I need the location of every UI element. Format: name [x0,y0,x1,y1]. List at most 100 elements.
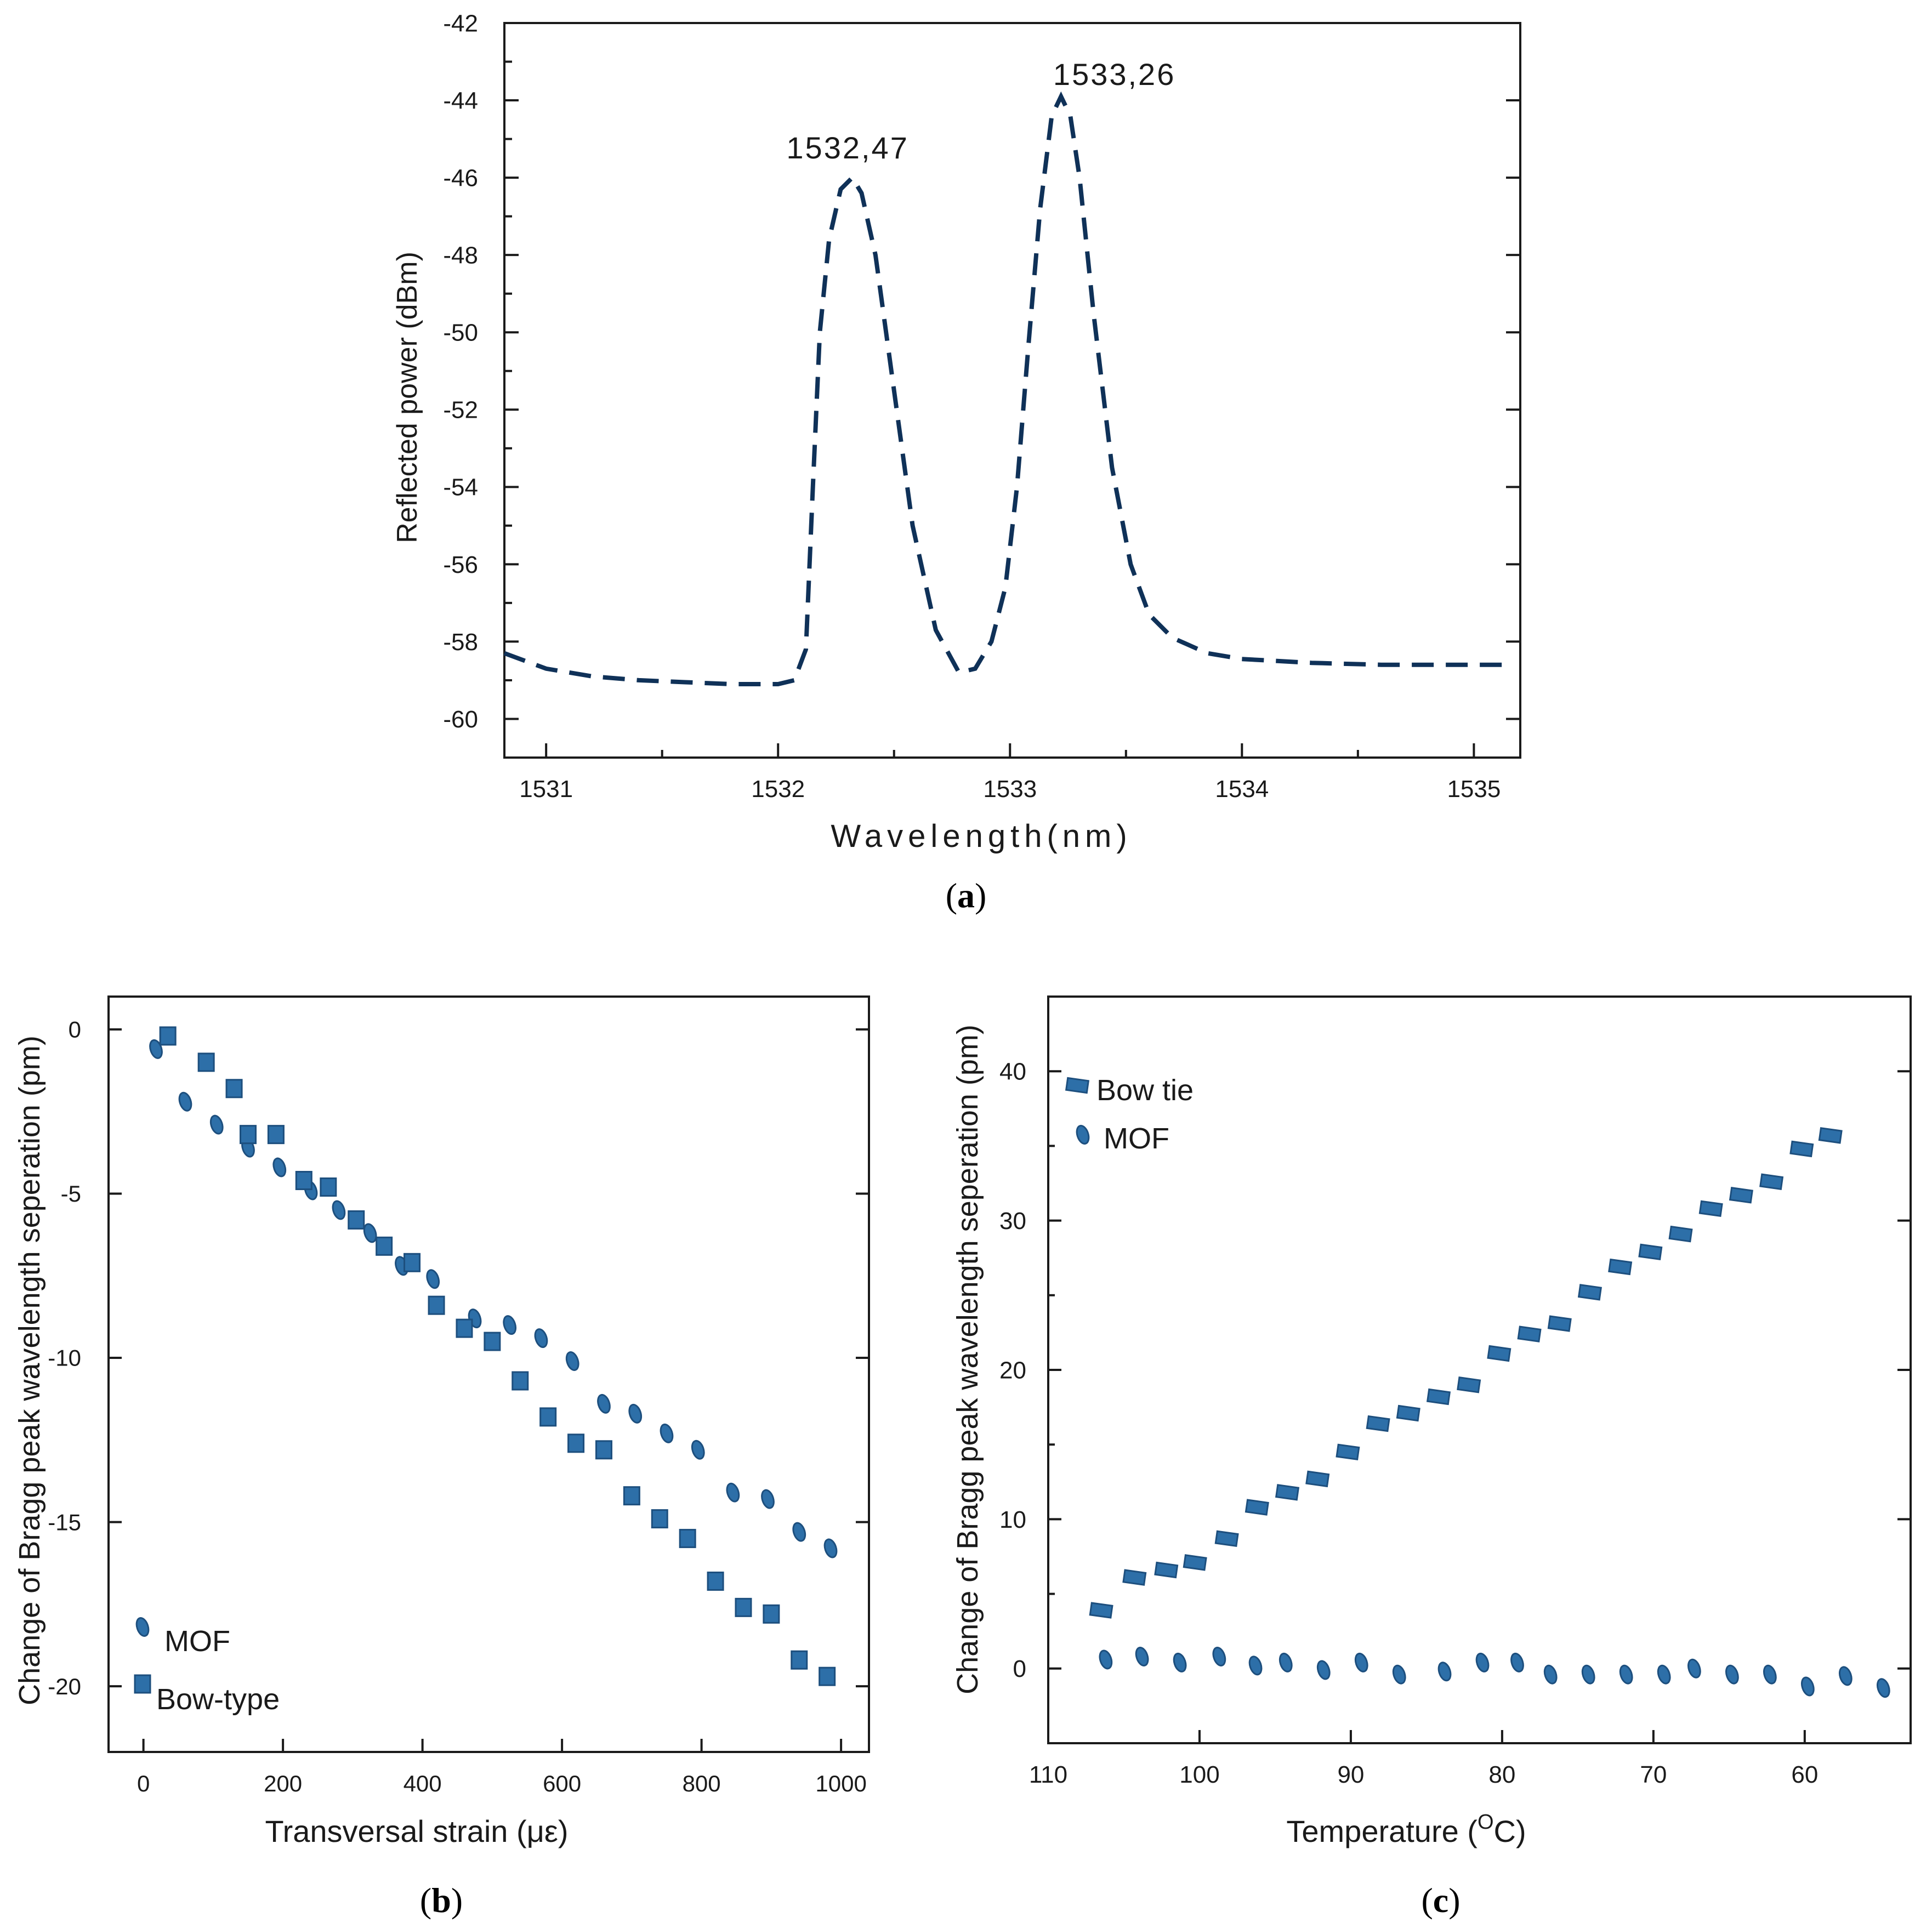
panel-c-point-bow-tie [1245,1499,1269,1516]
panel-b-point-bow-type [791,1650,808,1670]
panel-b-point-bow-type [679,1529,696,1549]
panel-c-point-mof [1543,1664,1558,1685]
panel-c-point-mof [1619,1664,1633,1685]
panel-b-data-points [149,1026,838,1686]
panel-a-label: (a) [946,876,987,915]
x-tick-label: 1533 [983,776,1037,803]
panel-c-point-mof [1581,1664,1595,1685]
panel-b-point-mof [726,1482,740,1503]
panel-c-legend-label-bow-tie: Bow tie [1096,1074,1194,1107]
panel-c-point-bow-tie [1487,1345,1511,1362]
x-tick-label: 80 [1488,1761,1515,1788]
panel-c-x-axis-label: Temperature (OC) [1286,1811,1526,1848]
panel-c-point-mof [1475,1652,1490,1672]
panel-b-x-ticks: 0 200 400 600 800 1000 [137,1739,867,1796]
x-tick-label: 400 [404,1771,442,1796]
panel-b-point-bow-type [512,1371,529,1391]
panel-b-y-axis-label: Change of Bragg peak wavelength seperati… [13,1036,46,1705]
panel-b-point-mof [660,1423,674,1443]
panel-a-plot-frame [503,22,1521,759]
panel-c-point-mof [1392,1664,1406,1685]
x-tick-label: 1000 [815,1771,866,1796]
panel-b-point-mof [149,1039,163,1059]
panel-b-point-bow-type [735,1597,752,1617]
panel-b-point-mof [691,1440,705,1460]
panel-b-label-letter: b [431,1881,451,1920]
panel-b-y-ticks: 0 -5 -10 -15 -20 [48,1017,869,1699]
panel-c-point-mof [1099,1649,1113,1670]
panel-b-point-bow-type [539,1407,557,1427]
panel-c-point-mof [1278,1652,1293,1672]
panel-c-point-bow-tie [1154,1561,1179,1579]
panel-b-point-mof [823,1538,838,1558]
panel-c-point-mof [1248,1655,1263,1676]
panel-c-point-bow-tie [1305,1470,1330,1488]
y-tick-label: 10 [999,1506,1026,1533]
panel-c-point-mof [1763,1664,1777,1685]
panel-c-legend-label-mof: MOF [1104,1122,1169,1155]
y-tick-label: -54 [443,474,478,501]
panel-c-legend-marker-shape [1076,1125,1090,1145]
panel-c-point-mof [1316,1660,1331,1680]
panel-b-point-mof [332,1200,346,1220]
y-tick-label: -20 [48,1674,81,1699]
panel-b-point-mof [628,1403,643,1424]
panel-b-point-bow-type [197,1052,215,1072]
panel-c-point-mof [1135,1647,1149,1666]
y-tick-label: -5 [61,1181,81,1207]
panel-b-legend: MOF Bow-type [134,1617,280,1716]
panel-b-point-bow-type [651,1509,668,1529]
y-tick-label: -58 [443,629,478,656]
panel-c-point-mof [1212,1647,1226,1666]
panel-b-point-bow-type [595,1440,612,1460]
panel-c-point-mof [1657,1664,1671,1685]
panel-b-legend-marker-bow-type [134,1674,151,1694]
panel-b-point-mof [503,1315,517,1335]
panel-b-point-bow-type [707,1571,724,1591]
panel-c-label-close: ) [1448,1881,1460,1920]
y-tick-label: -10 [48,1345,81,1371]
x-tick-label: 110 [1029,1761,1067,1788]
panel-b-label-close: ) [451,1881,463,1920]
panel-b-point-bow-type [348,1210,365,1230]
panel-c-y-ticks: 0 10 20 30 40 [999,1059,1911,1682]
x-tick-label: 1531 [519,776,573,803]
y-tick-label: -46 [443,165,478,192]
panel-c-data-points [1089,1127,1890,1698]
panel-c-point-mof [1173,1652,1187,1672]
panel-c-point-bow-tie [1789,1140,1814,1158]
panel-c-point-bow-tie [1547,1315,1572,1332]
panel-c-point-bow-tie [1638,1243,1663,1261]
x-tick-label: 90 [1337,1761,1364,1788]
panel-c-point-bow-tie [1089,1602,1113,1619]
panel-c-label: (c) [1421,1881,1460,1920]
panel-c-point-mof [1687,1658,1701,1679]
panel-b-point-mof [534,1328,548,1349]
panel-c-legend-marker-shape [1065,1077,1090,1094]
x-tick-label: 200 [264,1771,302,1796]
x-tick-label: 0 [137,1771,150,1796]
panel-a-peak-label-2: 1533,26 [1053,57,1175,92]
y-tick-label: -60 [443,706,478,733]
panel-a-label-close: ) [975,876,986,915]
panel-b-point-mof [426,1269,440,1289]
panel-c-point-bow-tie [1668,1225,1693,1243]
panel-c-point-bow-tie [1396,1404,1420,1422]
panel-b-point-bow-type [428,1295,445,1315]
panel-a-x-axis-label: Wavelength(nm) [831,818,1132,854]
panel-c-point-bow-tie [1183,1554,1207,1571]
panel-c-point-mof [1437,1662,1452,1682]
panel-b-point-mof [597,1393,611,1414]
panel-b-point-bow-type [819,1666,836,1686]
panel-b-legend-marker-shape [135,1617,150,1637]
y-tick-label: -42 [443,10,478,37]
panel-b-point-bow-type [623,1486,640,1506]
y-tick-label: -48 [443,242,478,269]
panel-b-point-bow-type [295,1171,312,1191]
panel-b-x-axis-label: Transversal strain (με) [265,1814,568,1848]
y-tick-label: -56 [443,551,478,578]
panel-b-point-mof [761,1489,775,1509]
panel-a: -60-58-56-54-52-50-48-46-44-42 1531 1532 1… [391,10,1521,915]
panel-c-point-bow-tie [1426,1388,1451,1406]
